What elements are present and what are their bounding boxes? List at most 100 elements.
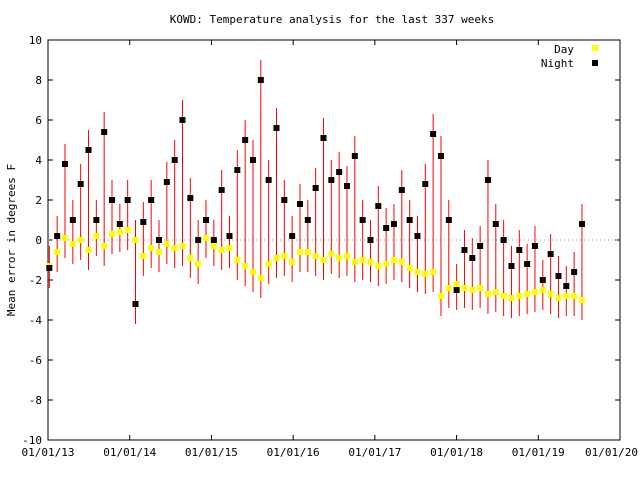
x-tick-label: 01/01/19 xyxy=(512,446,565,459)
day-point xyxy=(242,263,249,269)
night-point xyxy=(383,225,390,231)
night-point xyxy=(524,261,531,267)
day-point xyxy=(320,257,327,263)
x-tick-label: 01/01/18 xyxy=(430,446,483,459)
night-point xyxy=(336,169,343,175)
night-point xyxy=(226,233,233,239)
y-tick-label: -2 xyxy=(29,274,42,287)
day-point xyxy=(571,293,578,299)
day-point xyxy=(351,259,358,265)
night-point xyxy=(516,247,523,253)
day-point xyxy=(195,261,202,267)
day-point xyxy=(461,285,468,291)
night-point xyxy=(375,203,382,209)
night-point xyxy=(85,147,92,153)
night-point xyxy=(539,277,546,283)
day-point xyxy=(124,227,131,233)
legend: Day Night xyxy=(541,43,598,70)
night-point xyxy=(343,183,350,189)
day-point xyxy=(234,257,241,263)
day-point xyxy=(578,297,585,303)
day-point xyxy=(469,287,476,293)
night-point xyxy=(531,243,538,249)
x-tick-label: 01/01/14 xyxy=(103,446,156,459)
day-point xyxy=(445,285,452,291)
x-tick-label: 01/01/20 xyxy=(585,446,638,459)
night-point xyxy=(54,233,61,239)
day-point xyxy=(430,269,437,275)
night-point xyxy=(312,185,319,191)
day-point xyxy=(54,249,61,255)
legend-day-label: Day xyxy=(554,43,574,56)
night-point xyxy=(132,301,139,307)
day-point xyxy=(116,229,123,235)
day-point xyxy=(422,271,429,277)
night-point xyxy=(477,243,484,249)
night-point xyxy=(187,195,194,201)
night-point xyxy=(304,217,311,223)
day-point xyxy=(85,247,92,253)
night-point xyxy=(101,129,108,135)
night-point xyxy=(461,247,468,253)
day-point xyxy=(516,293,523,299)
day-point xyxy=(202,235,209,241)
day-point xyxy=(289,259,296,265)
day-point xyxy=(484,291,491,297)
night-point xyxy=(578,221,585,227)
night-point xyxy=(202,217,209,223)
day-series xyxy=(46,227,585,303)
night-point xyxy=(437,153,444,159)
night-point xyxy=(273,125,280,131)
y-axis: 10 8 6 4 2 0 -2 -4 -6 -8 -10 xyxy=(22,34,620,447)
y-tick-label: 10 xyxy=(29,34,42,47)
night-point xyxy=(359,217,366,223)
day-point xyxy=(148,245,155,251)
y-axis-label: Mean error in degrees F xyxy=(5,164,18,316)
night-point xyxy=(430,131,437,137)
legend-day-swatch xyxy=(592,45,598,51)
x-tick-label: 01/01/17 xyxy=(348,446,401,459)
y-tick-label: 2 xyxy=(35,194,42,207)
day-point xyxy=(281,253,288,259)
day-point xyxy=(477,285,484,291)
night-point xyxy=(351,153,358,159)
night-point xyxy=(257,77,264,83)
day-point xyxy=(343,253,350,259)
night-point xyxy=(124,197,131,203)
day-point xyxy=(539,287,546,293)
night-point xyxy=(210,237,217,243)
night-point xyxy=(155,237,162,243)
day-point xyxy=(383,261,390,267)
y-tick-label: -8 xyxy=(29,394,42,407)
day-point xyxy=(140,253,147,259)
night-point xyxy=(320,135,327,141)
night-point xyxy=(422,181,429,187)
night-point xyxy=(500,237,507,243)
day-point xyxy=(524,291,531,297)
legend-night-label: Night xyxy=(541,57,574,70)
day-point xyxy=(390,257,397,263)
night-point xyxy=(398,187,405,193)
night-point xyxy=(93,217,100,223)
night-point xyxy=(555,273,562,279)
x-tick-label: 01/01/16 xyxy=(267,446,320,459)
day-point xyxy=(210,243,217,249)
x-tick-label: 01/01/15 xyxy=(185,446,238,459)
night-point xyxy=(249,157,256,163)
day-point xyxy=(77,237,84,243)
night-point xyxy=(234,167,241,173)
day-point xyxy=(375,263,382,269)
night-point xyxy=(69,217,76,223)
night-point xyxy=(62,161,69,167)
day-point xyxy=(93,233,100,239)
day-point xyxy=(179,243,186,249)
day-point xyxy=(414,269,421,275)
night-point xyxy=(571,269,578,275)
y-tick-label: 0 xyxy=(35,234,42,247)
day-point xyxy=(508,295,515,301)
day-point xyxy=(257,275,264,281)
night-point xyxy=(328,177,335,183)
night-series xyxy=(46,77,585,307)
